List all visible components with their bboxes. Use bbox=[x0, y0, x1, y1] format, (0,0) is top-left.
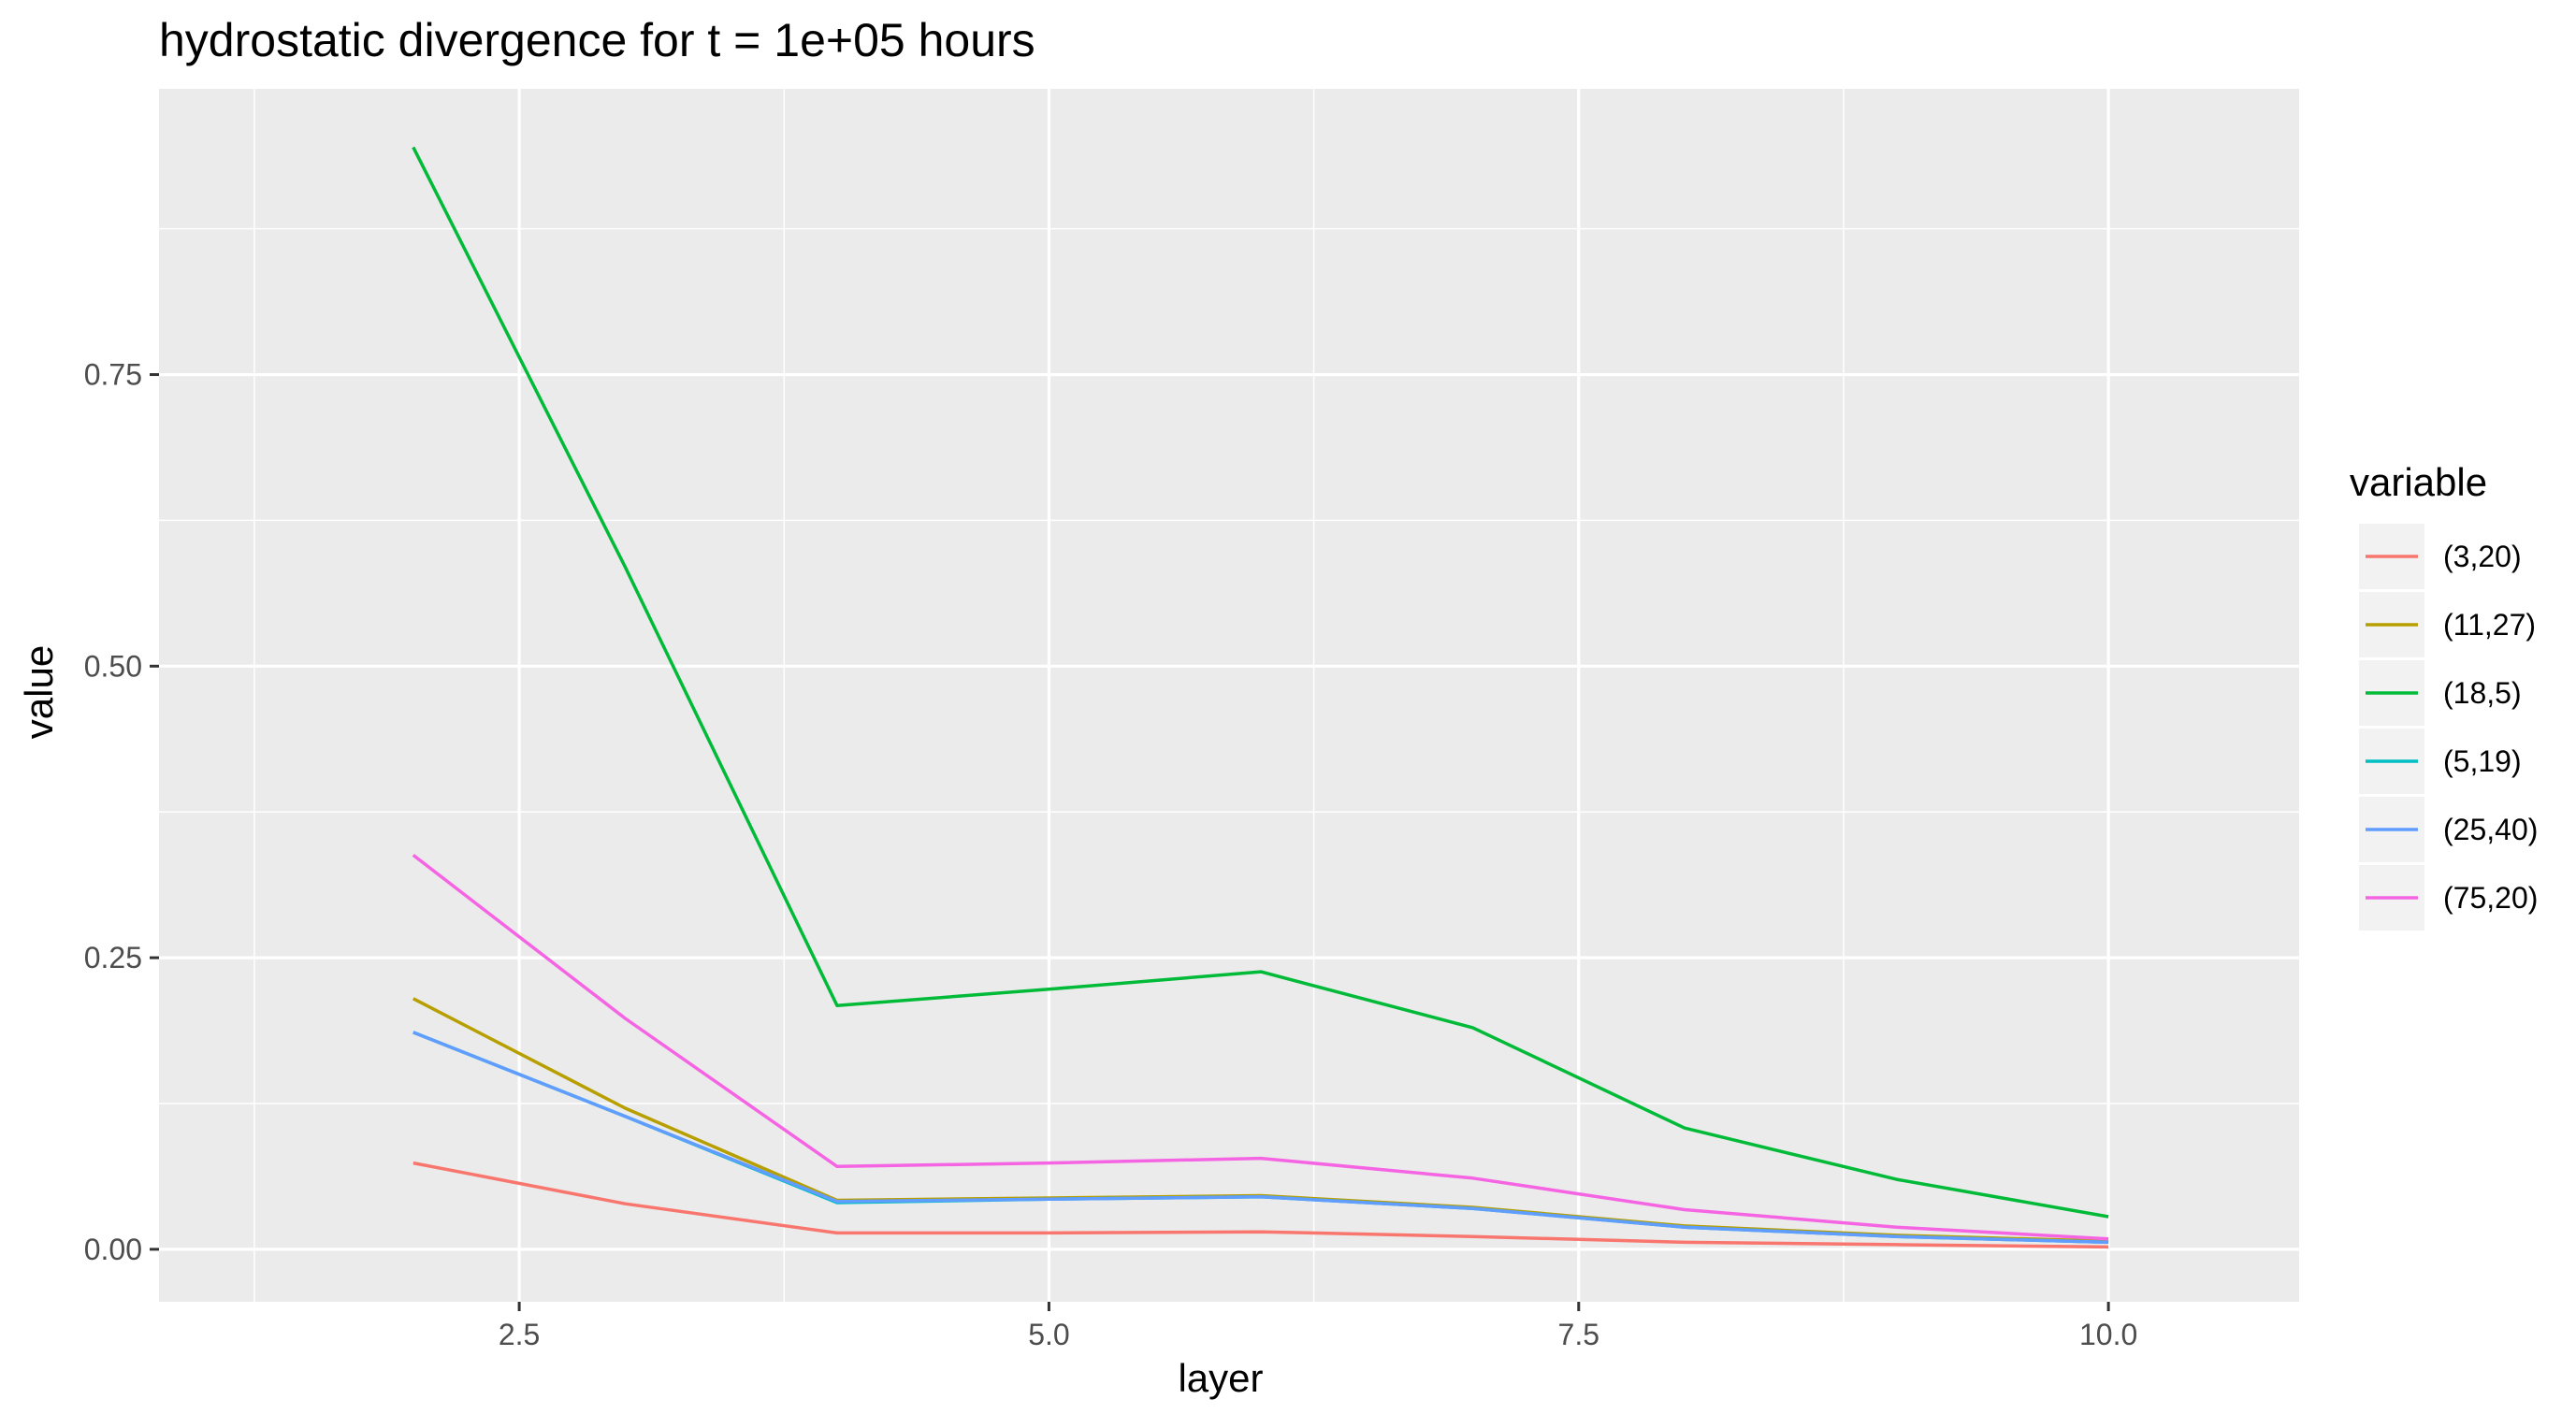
y-tick-label: 0.50 bbox=[84, 649, 142, 683]
legend-label: (25,40) bbox=[2443, 813, 2538, 846]
major-gridlines bbox=[159, 89, 2299, 1302]
minor-gridlines bbox=[159, 89, 2299, 1302]
y-axis-title: value bbox=[17, 645, 61, 739]
plot-panel bbox=[159, 89, 2299, 1302]
legend-title: variable bbox=[2350, 460, 2487, 504]
legend-label: (3,20) bbox=[2443, 540, 2522, 573]
legend-label: (75,20) bbox=[2443, 881, 2538, 915]
chart-title: hydrostatic divergence for t = 1e+05 hou… bbox=[159, 14, 1035, 66]
y-tick-label: 0.00 bbox=[84, 1233, 142, 1266]
y-tick-label: 0.75 bbox=[84, 358, 142, 392]
y-tick-label: 0.25 bbox=[84, 941, 142, 974]
x-tick-label: 2.5 bbox=[499, 1318, 540, 1351]
series-line bbox=[412, 1031, 2109, 1245]
legend-items: (3,20) (11,27) (18,5) (5,19) (25,40) (75,20) bbox=[2359, 524, 2538, 931]
x-tick-label: 7.5 bbox=[1558, 1318, 1599, 1351]
x-tick-label: 5.0 bbox=[1028, 1318, 1069, 1351]
legend-label: (18,5) bbox=[2443, 676, 2522, 710]
series-line bbox=[412, 1161, 2109, 1249]
x-tick-label: 10.0 bbox=[2079, 1318, 2137, 1351]
legend-label: (5,19) bbox=[2443, 744, 2522, 778]
legend-label: (11,27) bbox=[2443, 608, 2536, 642]
series-lines bbox=[412, 146, 2109, 1249]
series-line bbox=[412, 146, 2109, 1219]
series-line bbox=[412, 854, 2109, 1241]
x-axis-title: layer bbox=[1178, 1356, 1263, 1400]
y-axis: 0.00 0.25 0.50 0.75 bbox=[84, 358, 159, 1266]
legend: variable (3,20) (11,27) (18,5) (5,19) (25,40… bbox=[2350, 460, 2538, 931]
x-axis: 2.5 5.0 7.5 10.0 bbox=[499, 1302, 2137, 1351]
